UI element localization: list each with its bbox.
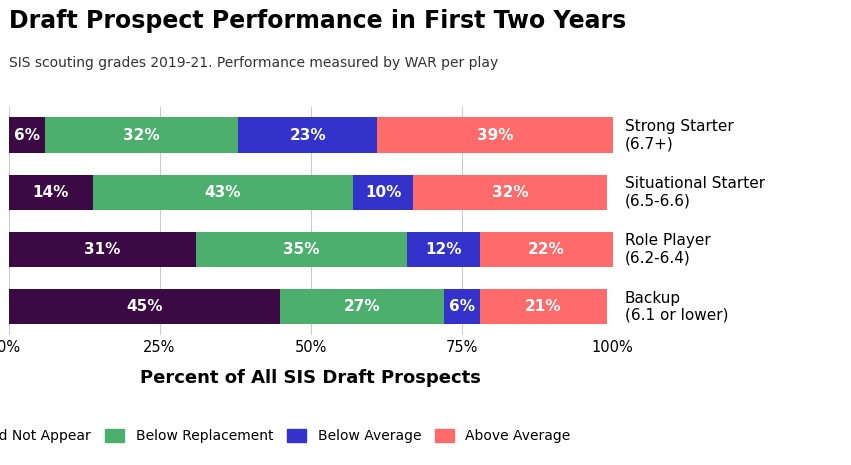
Bar [45, 117, 238, 153]
Text: 14%: 14% [32, 185, 69, 200]
Bar [408, 232, 480, 267]
Bar [443, 289, 480, 325]
Text: Situational Starter
(6.5-6.6): Situational Starter (6.5-6.6) [625, 176, 765, 208]
Text: Role Player
(6.2-6.4): Role Player (6.2-6.4) [625, 233, 711, 266]
Bar [414, 174, 607, 210]
Text: 6%: 6% [14, 127, 40, 143]
Bar [9, 174, 93, 210]
Text: 32%: 32% [492, 185, 528, 200]
Text: Draft Prospect Performance in First Two Years: Draft Prospect Performance in First Two … [9, 9, 625, 33]
Bar [9, 289, 280, 325]
Bar [238, 117, 377, 153]
Bar [480, 289, 607, 325]
X-axis label: Percent of All SIS Draft Prospects: Percent of All SIS Draft Prospects [140, 369, 481, 386]
Text: 12%: 12% [426, 242, 462, 257]
Text: 32%: 32% [123, 127, 160, 143]
Text: 35%: 35% [283, 242, 320, 257]
Text: Strong Starter
(6.7+): Strong Starter (6.7+) [625, 119, 734, 151]
Text: 27%: 27% [344, 299, 380, 314]
Text: 39%: 39% [477, 127, 513, 143]
Text: SIS scouting grades 2019-21. Performance measured by WAR per play: SIS scouting grades 2019-21. Performance… [9, 56, 498, 70]
Bar [280, 289, 443, 325]
Legend: Did Not Appear, Below Replacement, Below Average, Above Average: Did Not Appear, Below Replacement, Below… [0, 424, 576, 449]
Bar [9, 117, 45, 153]
Text: 31%: 31% [84, 242, 120, 257]
Bar [377, 117, 613, 153]
Text: 10%: 10% [365, 185, 402, 200]
Bar [196, 232, 408, 267]
Text: 45%: 45% [126, 299, 163, 314]
Text: 6%: 6% [448, 299, 475, 314]
Bar [353, 174, 414, 210]
Text: 23%: 23% [289, 127, 326, 143]
Bar [93, 174, 353, 210]
Bar [9, 232, 196, 267]
Text: Backup
(6.1 or lower): Backup (6.1 or lower) [625, 291, 728, 323]
Text: 21%: 21% [525, 299, 562, 314]
Bar [480, 232, 613, 267]
Text: 22%: 22% [528, 242, 564, 257]
Text: 43%: 43% [205, 185, 241, 200]
